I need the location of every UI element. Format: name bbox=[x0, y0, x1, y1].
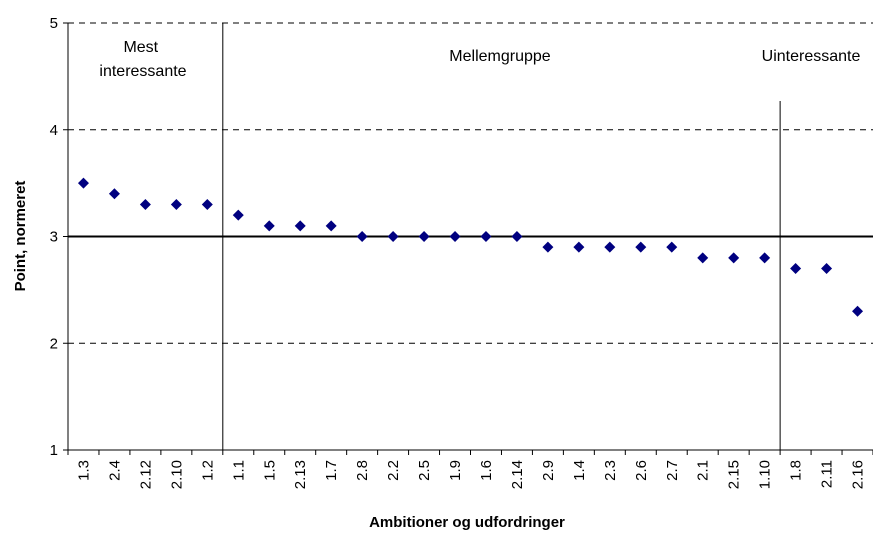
x-tick-label: 1.7 bbox=[323, 460, 340, 481]
y-tick-label: 4 bbox=[50, 122, 58, 139]
x-tick-labels: 1.3 2.4 2.12 2.10 1.2 1.1 1.5 2.13 1.7 2.8 2.2 2.5 1… bbox=[75, 460, 866, 489]
gridlines bbox=[68, 22, 873, 344]
data-point bbox=[604, 241, 616, 253]
x-tick-label: 2.16 bbox=[850, 460, 867, 489]
x-tick-label: 2.1 bbox=[695, 460, 712, 481]
data-point bbox=[449, 231, 461, 242]
x-tick-label: 2.13 bbox=[292, 460, 309, 489]
x-tick-label: 2.7 bbox=[664, 460, 681, 481]
x-tick-label: 1.10 bbox=[757, 460, 774, 489]
group-label-mest-interessante: Mest interessante bbox=[99, 39, 186, 80]
x-tick-label: 2.15 bbox=[726, 460, 743, 489]
x-tick-label: 2.11 bbox=[819, 460, 836, 488]
data-point bbox=[759, 252, 771, 264]
y-tick-label: 2 bbox=[50, 335, 58, 352]
data-point bbox=[263, 220, 275, 232]
data-point bbox=[790, 263, 802, 275]
data-point bbox=[480, 231, 492, 242]
data-point bbox=[170, 198, 182, 210]
data-point bbox=[387, 231, 399, 242]
y-axis-title: Point, normeret bbox=[12, 181, 29, 292]
data-point bbox=[232, 209, 244, 221]
x-tick-label: 2.9 bbox=[540, 460, 557, 481]
y-tick-label: 1 bbox=[50, 442, 58, 459]
x-tick-label: 2.5 bbox=[416, 460, 433, 481]
data-point bbox=[418, 231, 430, 242]
axes bbox=[63, 22, 873, 455]
group-label-uinteressante: Uinteressante bbox=[762, 48, 861, 65]
x-tick-label: 2.6 bbox=[633, 460, 650, 481]
x-tick-label: 1.1 bbox=[230, 460, 247, 481]
x-tick-label: 2.10 bbox=[168, 460, 185, 489]
x-tick-label: 1.6 bbox=[478, 460, 495, 481]
data-point bbox=[542, 241, 554, 253]
x-tick-label: 2.2 bbox=[385, 460, 402, 481]
y-tick-label: 3 bbox=[50, 229, 58, 246]
x-axis-title: Ambitioner og udfordringer bbox=[369, 514, 565, 531]
x-tick-label: 2.8 bbox=[354, 460, 371, 481]
x-tick-label: 1.2 bbox=[199, 460, 216, 481]
x-tick-label: 2.4 bbox=[106, 460, 123, 481]
x-tick-label: 2.3 bbox=[602, 460, 619, 481]
data-point bbox=[108, 188, 120, 200]
data-point bbox=[666, 241, 678, 253]
data-point bbox=[635, 241, 647, 253]
y-tick-label: 5 bbox=[50, 15, 58, 32]
x-tick-label: 2.12 bbox=[137, 460, 154, 489]
x-tick-label: 1.8 bbox=[788, 460, 805, 481]
x-tick-label: 1.4 bbox=[571, 460, 588, 481]
data-point bbox=[294, 220, 306, 232]
x-tick-label: 1.5 bbox=[261, 460, 278, 481]
data-point bbox=[325, 220, 337, 232]
data-point bbox=[821, 263, 833, 275]
data-point bbox=[139, 198, 151, 210]
group-label-mellemgruppe: Mellemgruppe bbox=[449, 48, 550, 65]
data-point bbox=[697, 252, 709, 264]
x-tick-label: 1.9 bbox=[447, 460, 464, 481]
x-tick-label: 1.3 bbox=[75, 460, 92, 481]
y-tick-labels: 1 2 3 4 5 bbox=[50, 15, 58, 459]
data-point bbox=[728, 252, 740, 264]
data-point bbox=[511, 231, 523, 242]
data-point bbox=[77, 177, 89, 189]
data-point bbox=[201, 198, 213, 210]
data-points bbox=[77, 177, 864, 317]
data-point bbox=[573, 241, 585, 253]
data-point bbox=[852, 305, 864, 317]
x-tick-label: 2.14 bbox=[509, 460, 526, 489]
data-point bbox=[356, 231, 368, 242]
